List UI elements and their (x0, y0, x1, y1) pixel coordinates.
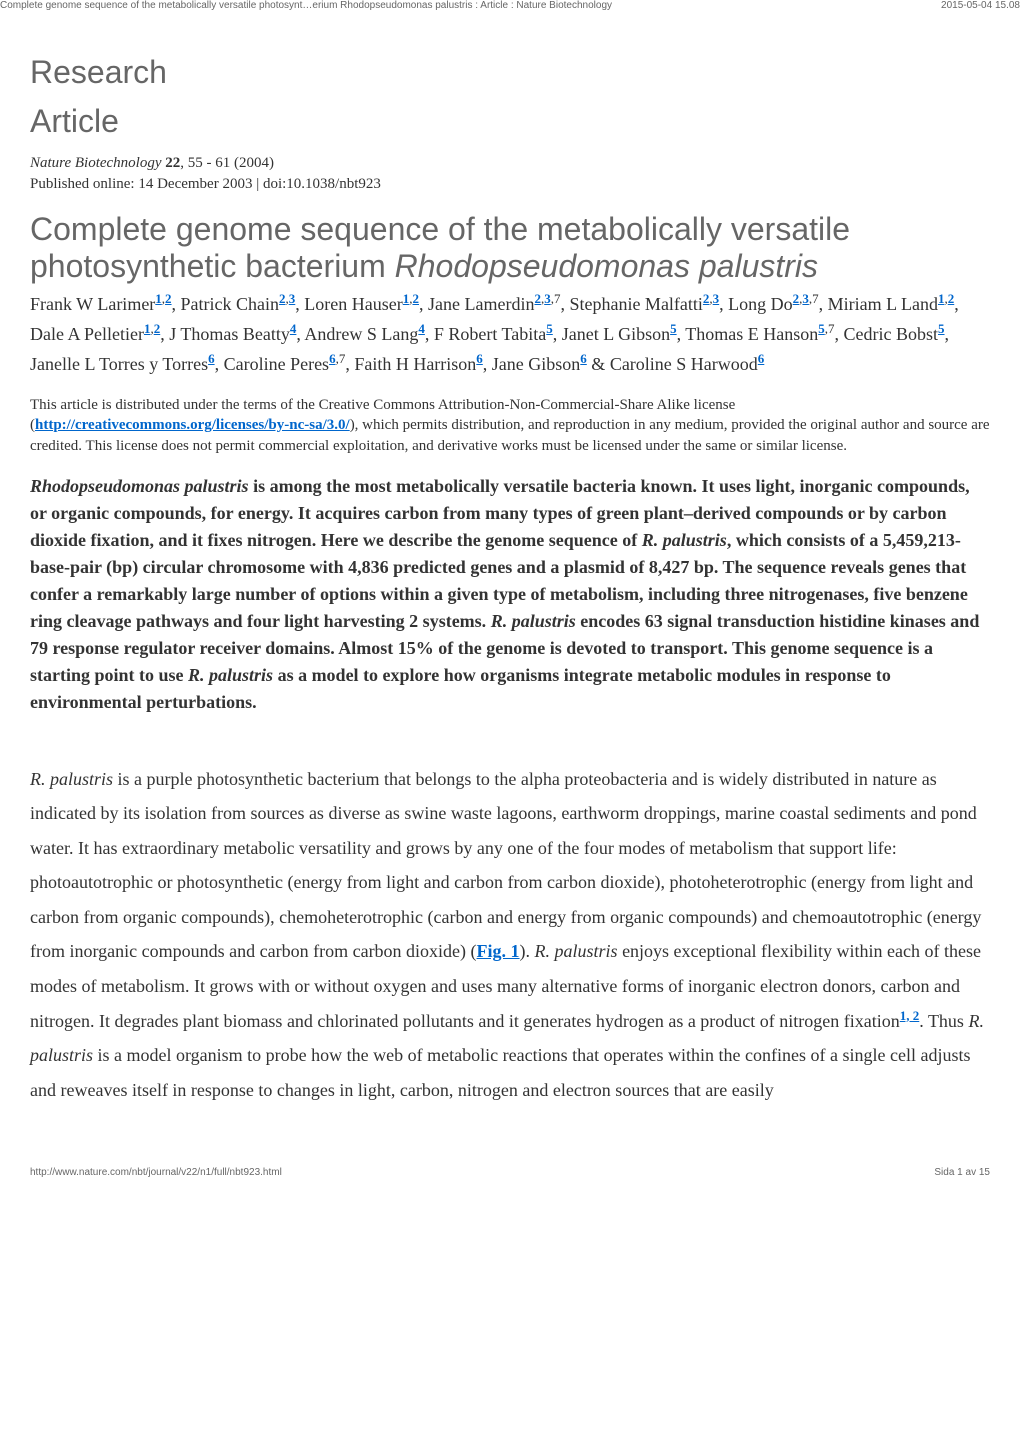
figure-1-link[interactable]: Fig. 1 (477, 941, 520, 961)
journal-pages: , 55 - 61 (2004) (180, 155, 274, 171)
abstract: Rhodopseudomonas palustris is among the … (30, 473, 990, 716)
affiliation-link-6[interactable]: 6 (208, 351, 215, 366)
body-paragraph: R. palustris is a purple photosynthetic … (30, 762, 990, 1107)
pdf-footer: http://www.nature.com/nbt/journal/v22/n1… (0, 1137, 1020, 1190)
affiliation-7: 7 (339, 351, 346, 366)
author-name: Caroline S Harwood (610, 354, 758, 374)
body-species-1: R. palustris (30, 769, 113, 789)
affiliation-link-2[interactable]: 2 (154, 321, 161, 336)
author-name: Patrick Chain (181, 294, 279, 314)
body-t2: ). (520, 941, 535, 961)
author-name: Jane Gibson (492, 354, 581, 374)
affiliation-link-4[interactable]: 4 (290, 321, 297, 336)
section-line-2: Article (30, 104, 990, 139)
author-name: Loren Hauser (304, 294, 402, 314)
author-name: Jane Lamerdin (428, 294, 534, 314)
author-name: Janet L Gibson (562, 324, 670, 344)
affiliation-7: 7 (828, 321, 835, 336)
author-name: Miriam L Land (828, 294, 938, 314)
body-t4: . Thus (919, 1011, 968, 1031)
article-title: Complete genome sequence of the metaboli… (30, 211, 990, 285)
affiliation-link-4[interactable]: 4 (418, 321, 425, 336)
section-line-1: Research (30, 55, 990, 90)
affiliation-link-6[interactable]: 6 (580, 351, 587, 366)
abstract-species-4: R. palustris (188, 665, 273, 685)
header-left: Complete genome sequence of the metaboli… (0, 0, 612, 11)
journal-volume: 22 (165, 155, 180, 171)
author-name: Andrew S Lang (304, 324, 418, 344)
author-name: Frank W Larimer (30, 294, 155, 314)
author-name: Stephanie Malfatti (569, 294, 702, 314)
license-link[interactable]: http://creativecommons.org/licenses/by-n… (35, 417, 350, 433)
affiliation-link-6[interactable]: 6 (758, 351, 765, 366)
affiliation-link-2[interactable]: 2 (413, 291, 420, 306)
affiliation-link-2[interactable]: 2 (165, 291, 172, 306)
page-content: Research Article Nature Biotechnology 22… (0, 21, 1020, 1137)
affiliation-link-5[interactable]: 5 (938, 321, 945, 336)
body-t5: is a model organism to probe how the web… (30, 1045, 970, 1100)
affiliation-link-3[interactable]: 3 (713, 291, 720, 306)
affiliation-link-6[interactable]: 6 (476, 351, 483, 366)
author-name: F Robert Tabita (434, 324, 546, 344)
body-species-2: R. palustris (535, 941, 618, 961)
title-species: Rhodopseudomonas palustris (395, 248, 818, 284)
author-name: Janelle L Torres y Torres (30, 354, 208, 374)
abstract-species-2: R. palustris (642, 530, 727, 550)
header-right: 2015-05-04 15.08 (941, 0, 1020, 11)
affiliation-link-2[interactable]: 2 (948, 291, 955, 306)
affiliation-7: 7 (554, 291, 561, 306)
published-line: Published online: 14 December 2003 | doi… (30, 176, 990, 193)
affiliation-link-5[interactable]: 5 (546, 321, 553, 336)
author-list: Frank W Larimer1,2, Patrick Chain2,3, Lo… (30, 289, 990, 379)
author-name: Faith H Harrison (354, 354, 476, 374)
body-t1: is a purple photosynthetic bacterium tha… (30, 769, 981, 962)
citation-1-2[interactable]: 1, 2 (900, 1008, 920, 1023)
author-name: J Thomas Beatty (169, 324, 290, 344)
footer-right: Sida 1 av 15 (934, 1167, 990, 1178)
journal-info: Nature Biotechnology 22, 55 - 61 (2004) (30, 153, 990, 174)
footer-left: http://www.nature.com/nbt/journal/v22/n1… (30, 1167, 282, 1178)
author-name: Dale A Pelletier (30, 324, 144, 344)
license-block: This article is distributed under the te… (30, 395, 990, 457)
affiliation-link-3[interactable]: 3 (289, 291, 296, 306)
abstract-species-3: R. palustris (491, 611, 576, 631)
pdf-header: Complete genome sequence of the metaboli… (0, 0, 1020, 21)
author-name: Thomas E Hanson (685, 324, 818, 344)
abstract-species-1: Rhodopseudomonas palustris (30, 476, 249, 496)
author-name: Cedric Bobst (844, 324, 939, 344)
author-name: Caroline Peres (224, 354, 329, 374)
affiliation-7: 7 (812, 291, 819, 306)
author-name: Long Do (728, 294, 793, 314)
affiliation-link-5[interactable]: 5 (670, 321, 677, 336)
journal-name: Nature Biotechnology (30, 155, 162, 171)
